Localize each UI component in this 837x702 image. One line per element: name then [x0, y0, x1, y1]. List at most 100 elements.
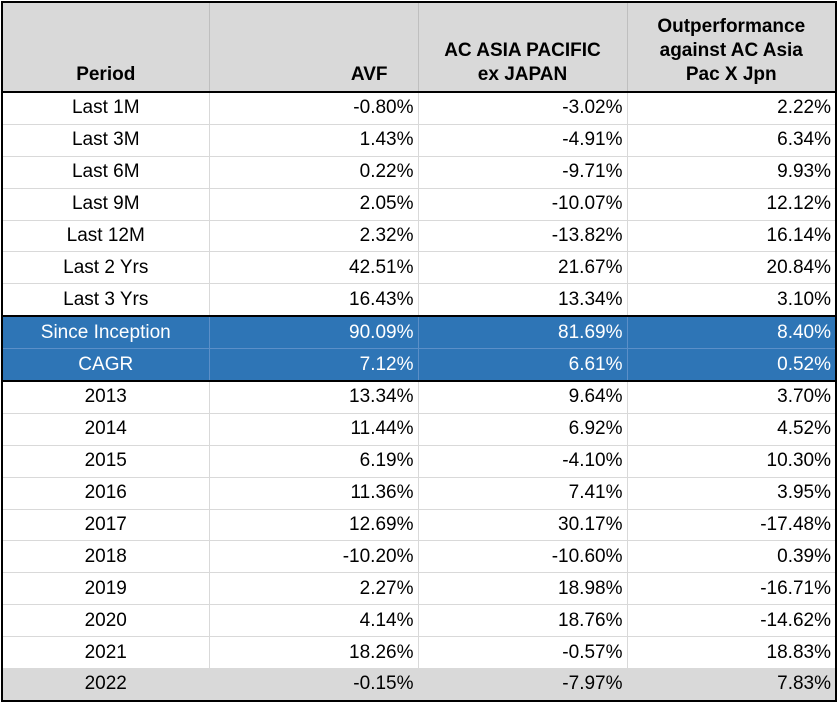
cell-period: 2022: [1, 668, 210, 702]
cell-outperformance: 10.30%: [627, 445, 837, 478]
cell-index-return: 6.92%: [418, 413, 628, 446]
cell-index-return: -10.60%: [418, 540, 628, 574]
cell-avf: 4.14%: [209, 604, 419, 638]
header-out-line3: Pac X Jpn: [685, 64, 777, 85]
cell-avf: 12.69%: [209, 509, 419, 542]
cell-period: Last 6M: [1, 156, 210, 189]
cell-index-return: 81.69%: [418, 315, 628, 350]
cell-avf: 13.34%: [209, 381, 419, 414]
cell-period: 2021: [1, 636, 210, 670]
cell-avf: 2.05%: [209, 188, 419, 221]
cell-outperformance: 0.39%: [627, 540, 837, 574]
cell-outperformance: -17.48%: [627, 509, 837, 542]
table-body: Last 1M -0.80% -3.02% 2.22% Last 3M 1.43% -4.9…: [1, 92, 837, 702]
table-row: 2022 -0.15% -7.97% 7.83%: [1, 668, 837, 702]
cell-period: Last 1M: [1, 92, 210, 125]
cell-index-return: -13.82%: [418, 220, 628, 253]
cell-period: 2020: [1, 604, 210, 638]
table-row: 2018 -10.20% -10.60% 0.39%: [1, 540, 837, 574]
cell-index-return: 9.64%: [418, 381, 628, 414]
table-row: 2014 11.44% 6.92% 4.52%: [1, 413, 837, 446]
cell-index-return: 6.61%: [418, 348, 628, 383]
cell-period: 2019: [1, 572, 210, 606]
cell-avf: 6.19%: [209, 445, 419, 478]
table-row: Last 3 Yrs 16.43% 13.34% 3.10%: [1, 283, 837, 317]
table-row: Last 2 Yrs 42.51% 21.67% 20.84%: [1, 251, 837, 285]
cell-outperformance: 12.12%: [627, 188, 837, 221]
cell-period: 2018: [1, 540, 210, 574]
table-row: Last 6M 0.22% -9.71% 9.93%: [1, 156, 837, 189]
cell-index-return: 21.67%: [418, 251, 628, 285]
cell-avf: 11.44%: [209, 413, 419, 446]
cell-period: Last 12M: [1, 220, 210, 253]
cell-avf: 11.36%: [209, 477, 419, 510]
table-row: Last 9M 2.05% -10.07% 12.12%: [1, 188, 837, 221]
cell-index-return: -4.10%: [418, 445, 628, 478]
table-row: Last 3M 1.43% -4.91% 6.34%: [1, 124, 837, 157]
cell-outperformance: 16.14%: [627, 220, 837, 253]
cell-index-return: -7.97%: [418, 668, 628, 702]
cell-period: Last 3 Yrs: [1, 283, 210, 317]
header-out-line1: Outperformance: [657, 16, 806, 37]
cell-period: Last 3M: [1, 124, 210, 157]
cell-index-return: -0.57%: [418, 636, 628, 670]
cell-avf: 2.32%: [209, 220, 419, 253]
cell-outperformance: 4.52%: [627, 413, 837, 446]
cell-period: 2013: [1, 381, 210, 414]
cell-outperformance: 0.52%: [627, 348, 837, 383]
cell-outperformance: 3.70%: [627, 381, 837, 414]
cell-avf: 7.12%: [209, 348, 419, 383]
header-index: AC ASIA PACIFIC ex JAPAN: [418, 1, 628, 93]
cell-outperformance: 7.83%: [627, 668, 837, 702]
cell-outperformance: 9.93%: [627, 156, 837, 189]
cell-index-return: -9.71%: [418, 156, 628, 189]
table-row: 2020 4.14% 18.76% -14.62%: [1, 604, 837, 638]
table-header: Period AVF AC ASIA PACIFIC ex JAPAN Outp…: [1, 1, 837, 93]
cell-outperformance: 2.22%: [627, 92, 837, 125]
cell-avf: 18.26%: [209, 636, 419, 670]
cell-period: 2016: [1, 477, 210, 510]
cell-index-return: 13.34%: [418, 283, 628, 317]
table-row: Last 12M 2.32% -13.82% 16.14%: [1, 220, 837, 253]
table-row: 2016 11.36% 7.41% 3.95%: [1, 477, 837, 510]
table-row: Since Inception 90.09% 81.69% 8.40%: [1, 315, 837, 350]
cell-outperformance: 18.83%: [627, 636, 837, 670]
cell-period: Last 2 Yrs: [1, 251, 210, 285]
cell-period: Last 9M: [1, 188, 210, 221]
table-row: CAGR 7.12% 6.61% 0.52%: [1, 348, 837, 383]
cell-avf: -0.15%: [209, 668, 419, 702]
cell-avf: 1.43%: [209, 124, 419, 157]
table-row: 2017 12.69% 30.17% -17.48%: [1, 509, 837, 542]
table-row: 2019 2.27% 18.98% -16.71%: [1, 572, 837, 606]
cell-period: Since Inception: [1, 315, 210, 350]
cell-outperformance: 3.95%: [627, 477, 837, 510]
cell-period: 2015: [1, 445, 210, 478]
header-index-line2: ex JAPAN: [477, 64, 568, 85]
header-avf: AVF: [209, 1, 419, 93]
table-row: 2013 13.34% 9.64% 3.70%: [1, 381, 837, 414]
cell-avf: 0.22%: [209, 156, 419, 189]
header-out-line2: against AC Asia: [659, 40, 803, 61]
cell-avf: 42.51%: [209, 251, 419, 285]
header-outperformance: Outperformance against AC Asia Pac X Jpn: [627, 1, 837, 93]
cell-index-return: 18.76%: [418, 604, 628, 638]
cell-outperformance: 20.84%: [627, 251, 837, 285]
cell-avf: -0.80%: [209, 92, 419, 125]
cell-index-return: -10.07%: [418, 188, 628, 221]
cell-period: CAGR: [1, 348, 210, 383]
cell-period: 2014: [1, 413, 210, 446]
cell-outperformance: 6.34%: [627, 124, 837, 157]
cell-index-return: 7.41%: [418, 477, 628, 510]
table-row: Last 1M -0.80% -3.02% 2.22%: [1, 92, 837, 125]
header-period: Period: [1, 1, 210, 93]
table-row: 2021 18.26% -0.57% 18.83%: [1, 636, 837, 670]
cell-outperformance: -14.62%: [627, 604, 837, 638]
cell-index-return: -3.02%: [418, 92, 628, 125]
cell-avf: 16.43%: [209, 283, 419, 317]
cell-index-return: 18.98%: [418, 572, 628, 606]
header-index-line1: AC ASIA PACIFIC: [444, 40, 601, 61]
cell-index-return: -4.91%: [418, 124, 628, 157]
cell-outperformance: -16.71%: [627, 572, 837, 606]
